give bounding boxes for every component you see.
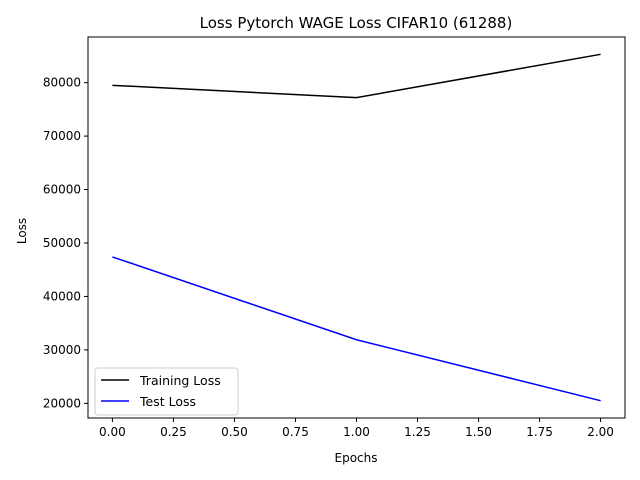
chart-title: Loss Pytorch WAGE Loss CIFAR10 (61288) (200, 14, 513, 32)
legend-label-test-loss: Test Loss (139, 394, 196, 409)
x-axis-label: Epochs (335, 451, 378, 465)
y-axis-ticks: 20000 30000 40000 50000 60000 70000 80000 (43, 76, 88, 410)
series-line-training-loss (112, 53, 601, 99)
legend-box (94, 367, 239, 416)
y-tick-label: 80000 (43, 76, 81, 90)
x-tick-label: 0.50 (221, 425, 248, 439)
y-tick-label: 60000 (43, 183, 81, 197)
x-tick-label: 0.75 (282, 425, 309, 439)
x-tick-label: 0.00 (99, 425, 126, 439)
y-tick-label: 20000 (43, 396, 81, 410)
y-tick-label: 30000 (43, 343, 81, 357)
plot-frame (87, 36, 626, 419)
x-tick-label: 0.25 (160, 425, 187, 439)
x-axis-ticks: 0.00 0.25 0.50 0.75 1.00 1.25 1.50 1.75 2.00 (99, 418, 614, 439)
legend: Training Loss Test Loss (94, 367, 239, 416)
y-axis-label: Loss (15, 218, 29, 244)
y-tick-label: 50000 (43, 236, 81, 250)
x-tick-label: 1.00 (343, 425, 370, 439)
legend-label-training-loss: Training Loss (139, 373, 221, 388)
y-tick-label: 40000 (43, 289, 81, 303)
series-line-test-loss (112, 256, 601, 402)
x-tick-label: 1.25 (404, 425, 431, 439)
x-tick-label: 1.75 (526, 425, 553, 439)
x-tick-label: 1.50 (465, 425, 492, 439)
x-tick-label: 2.00 (587, 425, 614, 439)
series-layer (112, 53, 601, 402)
y-tick-label: 70000 (43, 129, 81, 143)
